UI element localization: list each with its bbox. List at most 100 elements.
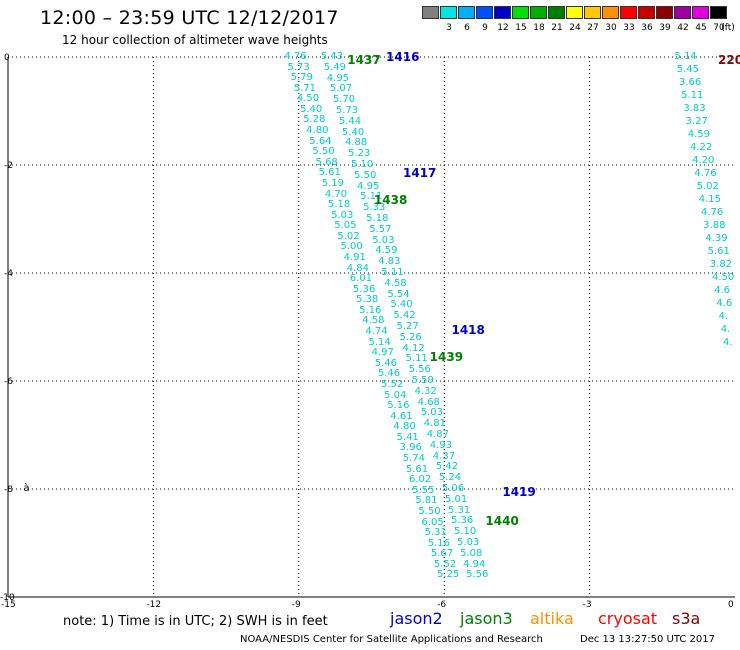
wave-height-value: 4.15: [698, 194, 722, 206]
wave-height-value: 5.57: [369, 223, 392, 235]
color-swatch: [566, 6, 583, 19]
wave-height-value: 4.70: [324, 188, 348, 200]
wave-height-value: 5.46: [374, 357, 397, 369]
wave-height-value: 4.32: [414, 385, 437, 397]
wave-height-value: 5.36: [450, 515, 474, 527]
wave-height-value: 4.59: [375, 245, 398, 257]
wave-height-value: 5.11: [360, 191, 383, 203]
x-tick-label: 0: [728, 600, 734, 610]
wave-height-value: 4.61: [390, 410, 413, 422]
pass-number: 1438: [373, 193, 408, 208]
page-title: 12:00 – 23:59 UTC 12/12/2017: [40, 7, 339, 29]
wave-height-value: 4.: [720, 324, 731, 336]
wave-height-value: 5.49: [323, 61, 347, 73]
wave-height-value: 6.02: [409, 474, 432, 486]
wave-height-value: 5.01: [444, 493, 468, 505]
color-scale-tick: 3: [446, 23, 452, 33]
wave-height-value: 4.22: [689, 142, 713, 154]
wave-height-value: 4.39: [705, 233, 728, 245]
color-scale-tick: 6: [464, 23, 470, 33]
x-tick-label: -3: [582, 600, 592, 610]
color-swatch: [458, 6, 475, 19]
color-swatch: [476, 6, 493, 19]
wave-height-value: 4.81: [423, 418, 446, 430]
color-scale-tick: 21: [551, 23, 563, 33]
wave-height-value: 5.52: [380, 378, 404, 390]
wave-height-value: 5.03: [457, 537, 480, 548]
wave-height-value: 4.59: [687, 129, 711, 141]
wave-height-value: 5.56: [408, 364, 431, 376]
wave-height-value: 5.14: [368, 336, 391, 348]
color-swatch: [512, 6, 529, 19]
wave-height-value: 5.44: [338, 115, 362, 127]
wave-height-value: 5.11: [405, 353, 428, 365]
wave-height-value: 5.46: [377, 368, 401, 380]
wave-height-value: 5.40: [341, 126, 365, 138]
wave-height-value: 5.16: [387, 400, 410, 412]
wave-height-value: 4.6: [714, 285, 731, 297]
island-marker: à: [23, 483, 30, 494]
color-scale-tick: 27: [587, 23, 599, 33]
wave-height-value: 5.61: [707, 246, 730, 258]
legend-jason3: jason3: [460, 609, 513, 628]
wave-height-value: 5.10: [454, 526, 477, 538]
y-tick-label: -6: [4, 377, 13, 387]
footer-note: note: 1) Time is in UTC; 2) SWH is in fe…: [63, 614, 328, 629]
color-scale-tick: 70: [713, 23, 725, 33]
pass-number: 1418: [451, 322, 485, 337]
wave-height-value: 3.88: [703, 220, 726, 232]
color-scale-tick: 33: [623, 23, 635, 33]
wave-height-value: 5.73: [335, 105, 359, 116]
wave-height-value: 5.06: [441, 483, 465, 494]
color-swatch: [638, 6, 655, 19]
wave-height-value: 5.31: [424, 527, 447, 539]
wave-height-value: 6.05: [421, 516, 444, 528]
y-tick-label: -2: [4, 161, 13, 171]
wave-height-value: 5.73: [287, 61, 310, 73]
wave-height-value: 4.: [718, 311, 729, 323]
wave-height-value: 5.02: [337, 230, 360, 242]
wave-height-value: 4.94: [463, 558, 486, 570]
color-swatch: [710, 6, 727, 19]
pass-number: 1419: [502, 484, 536, 499]
wave-height-value: 5.81: [415, 495, 438, 507]
color-swatch: [584, 6, 601, 19]
legend-altika: altika: [530, 609, 574, 628]
color-scale-tick: 45: [695, 23, 707, 33]
wave-height-value: 5.33: [363, 202, 386, 214]
wave-height-value: 5.19: [321, 177, 345, 189]
wave-height-value: 5.61: [405, 463, 429, 475]
color-scale-unit: (ft): [721, 23, 735, 33]
y-tick-label: -4: [4, 269, 13, 279]
color-swatch: [530, 6, 547, 19]
wave-height-value: 4.76: [700, 207, 724, 219]
color-scale-tick: 24: [569, 23, 581, 33]
wave-height-value: 4.50: [711, 272, 735, 284]
wave-height-value: 4.74: [365, 326, 388, 338]
pass-number: 1439: [429, 349, 464, 364]
wave-height-value: 5.03: [372, 234, 395, 246]
wave-height-value: 5.64: [309, 135, 332, 147]
x-tick-label: -6: [437, 600, 447, 610]
wave-height-value: 3.66: [678, 77, 702, 89]
wave-height-value: 5.16: [427, 537, 450, 549]
wave-height-value: 5.05: [334, 220, 357, 232]
color-swatch: [692, 6, 709, 19]
wave-height-value: 5.61: [318, 167, 341, 179]
wave-height-value: 5.16: [359, 304, 382, 316]
wave-height-value: 3.27: [685, 116, 708, 128]
color-scale-tick: 36: [641, 23, 653, 33]
color-swatch: [656, 6, 673, 19]
color-swatch: [620, 6, 637, 19]
wave-height-value: 4.58: [384, 277, 407, 289]
wave-height-value: 5.25: [437, 569, 460, 581]
wave-height-value: 5.24: [438, 472, 462, 484]
x-tick-label: -9: [291, 600, 301, 610]
footer-timestamp: Dec 13 13:27:50 UTC 2017: [580, 634, 715, 645]
wave-height-value: 4.95: [357, 180, 380, 192]
wave-height-value: 5.68: [315, 156, 338, 168]
wave-height-value: 4.76: [694, 168, 717, 180]
wave-height-value: 5.40: [390, 299, 413, 311]
color-scale-tick: 42: [677, 23, 689, 33]
